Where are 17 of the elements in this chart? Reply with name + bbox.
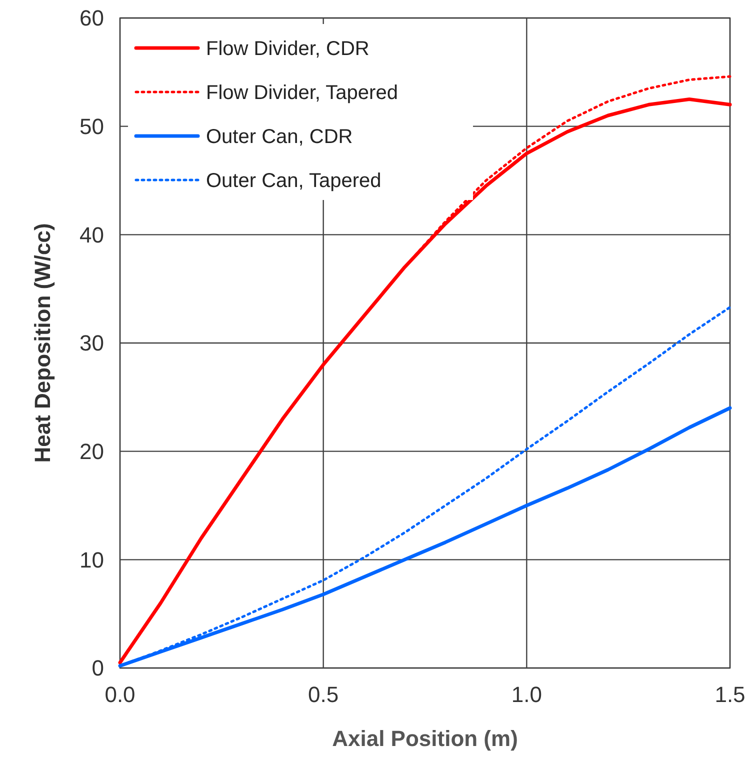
y-tick-label: 0	[92, 656, 104, 681]
y-tick-label: 40	[80, 222, 104, 248]
x-axis-title: Axial Position (m)	[332, 726, 518, 751]
legend-label: Outer Can, Tapered	[206, 170, 382, 192]
y-axis-title: Heat Deposition (W/cc)	[30, 223, 55, 463]
x-tick-label: 1.0	[511, 682, 542, 707]
y-tick-label: 30	[80, 330, 104, 356]
y-tick-label: 10	[80, 547, 104, 572]
y-tick-label: 20	[80, 439, 104, 464]
y-tick-label: 60	[80, 6, 104, 31]
legend-label: Flow Divider, Tapered	[206, 82, 398, 104]
legend-label: Outer Can, CDR	[206, 126, 353, 148]
x-tick-label: 0.5	[308, 682, 339, 707]
x-tick-label: 1.5	[714, 682, 746, 707]
legend-label: Flow Divider, CDR	[206, 38, 370, 60]
y-tick-label: 50	[80, 114, 104, 140]
x-tick-label: 0.0	[104, 682, 136, 707]
